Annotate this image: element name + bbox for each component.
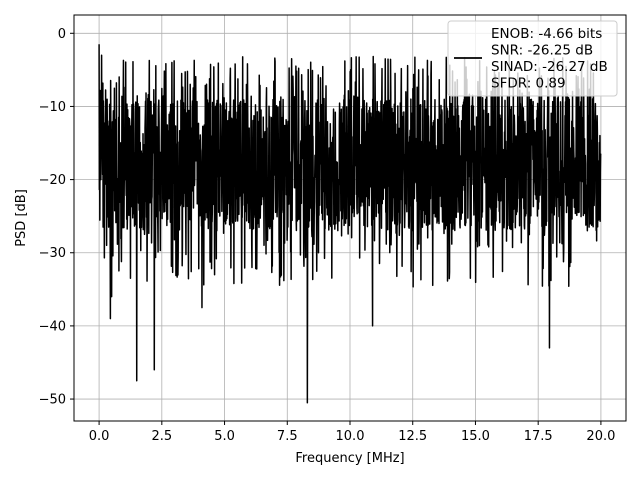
x-tick-label: 12.5 [398,429,427,444]
y-tick-label: −40 [39,319,66,334]
x-tick-label: 10.0 [336,429,365,444]
y-axis-label: PSD [dB] [14,189,29,247]
y-tick-label: −10 [39,100,66,115]
x-tick-label: 15.0 [461,429,490,444]
legend-sinad: SINAD: -26.27 dB [491,59,608,75]
x-tick-label: 0.0 [89,429,110,444]
x-tick-label: 2.5 [151,429,172,444]
x-tick-label: 20.0 [586,429,615,444]
legend-enob: ENOB: -4.66 bits [491,26,602,42]
y-tick-label: −50 [39,393,66,408]
legend-sfdr: SFDR: 0.89 [491,76,566,92]
x-axis: 0.0 2.5 5.0 7.5 10.0 12.5 15.0 17.5 20.0 [89,421,615,444]
psd-series-line [98,44,602,404]
legend-box [447,20,618,97]
series-layer [98,44,602,404]
y-tick-label: −30 [39,246,66,261]
x-tick-label: 7.5 [277,429,298,444]
y-tick-label: 0 [58,27,66,42]
x-axis-label: Frequency [MHz] [295,451,404,466]
legend: ENOB: -4.66 bits SNR: -26.25 dB SINAD: -… [447,20,618,97]
legend-snr: SNR: -26.25 dB [491,43,593,59]
x-tick-label: 17.5 [524,429,553,444]
x-tick-label: 5.0 [214,429,235,444]
y-tick-label: −20 [39,173,66,188]
y-axis: 0 −10 −20 −30 −40 −50 [39,27,74,408]
